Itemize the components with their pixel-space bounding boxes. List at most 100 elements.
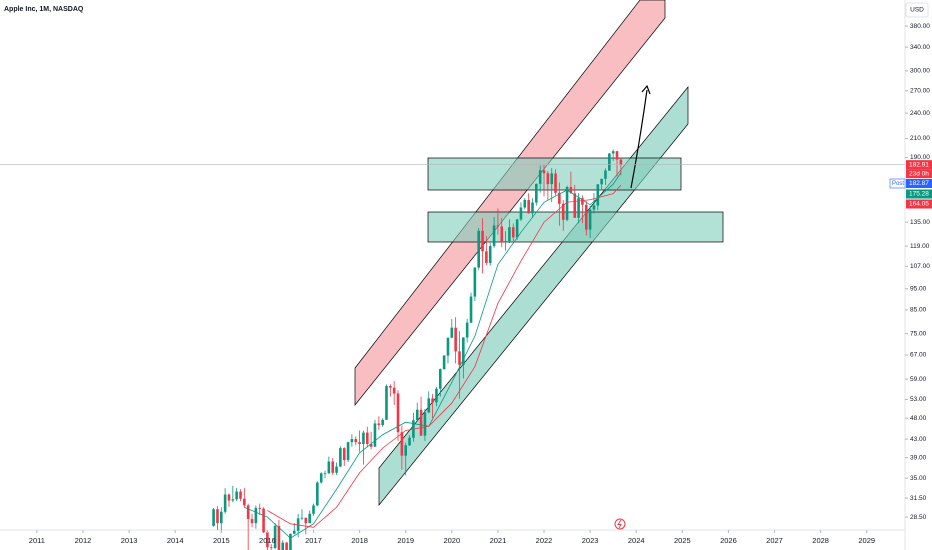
y-tick-label: 31.50 xyxy=(910,495,927,502)
y-tick-label: 135.00 xyxy=(910,219,930,226)
x-tick-label: 2017 xyxy=(305,536,322,545)
candle-body xyxy=(462,337,465,365)
candle-body xyxy=(600,178,603,185)
x-tick-label: 2028 xyxy=(812,536,829,545)
candle-body xyxy=(415,409,419,421)
x-tick-label: 2029 xyxy=(858,536,875,545)
indicator-label-bg xyxy=(906,189,932,199)
candle-body xyxy=(231,499,235,501)
x-tick-label: 2027 xyxy=(766,536,783,545)
plot xyxy=(212,149,623,550)
x-tick-label: 2018 xyxy=(351,536,368,545)
y-tick-label: 85.00 xyxy=(910,307,927,314)
y-tick-label: 210.00 xyxy=(910,135,930,142)
candle-body xyxy=(281,542,285,550)
candle-body xyxy=(331,461,335,473)
y-tick-label: 67.00 xyxy=(910,352,927,359)
y-tick-label: 28.50 xyxy=(910,514,927,521)
candle-body xyxy=(546,173,550,185)
candle-body xyxy=(473,267,477,297)
candle-body xyxy=(389,385,392,388)
candle-body xyxy=(381,419,384,426)
candle-body xyxy=(373,423,377,447)
indicator-label-bg xyxy=(906,199,932,209)
y-tick-label: 190.00 xyxy=(910,154,930,161)
candle-body xyxy=(604,170,607,179)
y-tick-label: 43.00 xyxy=(910,436,927,443)
candle-body xyxy=(569,187,573,194)
candle-body xyxy=(584,204,588,230)
indicator-label: 164.05 xyxy=(909,201,929,208)
candle-body xyxy=(404,445,408,456)
candle-body xyxy=(565,187,569,220)
candle-body xyxy=(319,473,323,483)
candle-body xyxy=(366,432,369,444)
post-price-label-bg xyxy=(906,179,932,188)
x-tick-label: 2012 xyxy=(75,536,92,545)
candle-body xyxy=(504,241,507,243)
candle-body xyxy=(431,398,434,403)
y-tick-label: 380.00 xyxy=(910,23,930,30)
moving-average xyxy=(244,172,622,539)
y-tick-label: 270.00 xyxy=(910,88,930,95)
candle-body xyxy=(611,151,615,154)
candle-body xyxy=(508,227,511,242)
candle-body xyxy=(400,432,404,456)
symbol-title: Apple Inc, 1M, NASDAQ xyxy=(4,6,84,13)
candle-body xyxy=(538,170,542,184)
candle-body xyxy=(511,227,515,238)
candle-body xyxy=(269,547,273,549)
candle-body xyxy=(465,322,469,338)
candle-body xyxy=(619,159,623,165)
y-tick-label: 53.00 xyxy=(910,396,927,403)
candle-body xyxy=(554,173,557,193)
candle-body xyxy=(496,225,500,227)
candle-body xyxy=(277,525,281,550)
candle-body xyxy=(450,327,454,338)
candle-body xyxy=(316,482,319,506)
candle-body xyxy=(419,409,423,436)
arrow[interactable] xyxy=(630,89,648,189)
candle-body xyxy=(446,337,450,356)
arrow-head xyxy=(641,84,651,95)
candle-body xyxy=(392,387,396,394)
candle-body xyxy=(227,494,231,501)
candle-body xyxy=(596,184,600,206)
currency-box[interactable] xyxy=(905,2,929,18)
post-tag: Post xyxy=(892,181,904,187)
candle-body xyxy=(608,153,611,171)
candle-body xyxy=(385,385,388,420)
candle-body xyxy=(454,327,457,352)
candle-body xyxy=(535,183,538,203)
candle-body xyxy=(342,448,346,461)
candle-body xyxy=(542,170,546,174)
candle-body xyxy=(581,198,584,205)
event-icon[interactable] xyxy=(614,518,626,530)
x-tick-label: 2013 xyxy=(121,536,138,545)
y-tick-label: 95.00 xyxy=(910,286,927,293)
candle-body xyxy=(323,473,327,475)
last-price-label: 182.91 xyxy=(909,161,929,168)
currency: USD xyxy=(910,7,924,14)
post-tag-bg xyxy=(889,178,906,189)
candle-body xyxy=(289,533,292,550)
candle-body xyxy=(362,432,365,444)
candle-body xyxy=(235,491,238,500)
x-tick-label: 2016 xyxy=(259,536,276,545)
candle-body xyxy=(423,412,427,436)
red-channel[interactable] xyxy=(354,0,666,406)
candle-body xyxy=(266,532,269,548)
candle-body xyxy=(427,398,431,413)
countdown-label: 23d 0h xyxy=(909,170,929,177)
candle-body xyxy=(515,219,519,238)
candle-body xyxy=(327,461,331,474)
candle-body xyxy=(442,355,446,370)
candle-body xyxy=(246,505,250,520)
candle-body xyxy=(435,388,438,403)
candle-body xyxy=(458,351,461,365)
x-tick-label: 2026 xyxy=(720,536,737,545)
candle-body xyxy=(250,519,254,524)
candle-body xyxy=(239,491,242,499)
x-tick-label: 2022 xyxy=(536,536,553,545)
